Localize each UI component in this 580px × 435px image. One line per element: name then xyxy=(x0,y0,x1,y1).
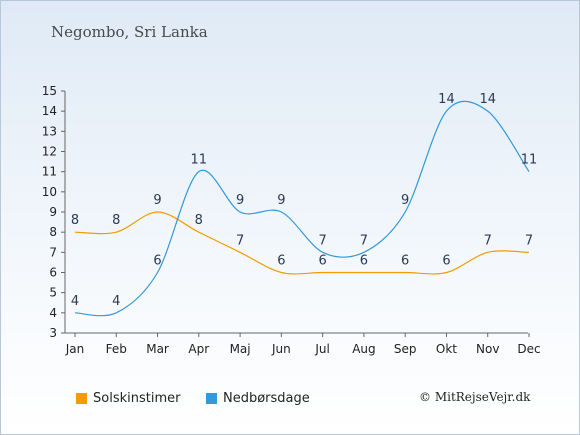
data-label-rain-days: 14 xyxy=(479,92,496,107)
x-tick-label: Maj xyxy=(230,342,251,356)
y-tick-label: 8 xyxy=(49,225,57,239)
x-tick-label: Dec xyxy=(517,342,540,356)
data-label-rain-days: 9 xyxy=(236,193,244,208)
y-tick-label: 10 xyxy=(42,185,57,199)
x-tick-label: Mar xyxy=(146,342,169,356)
y-tick-label: 15 xyxy=(42,84,57,98)
chart-title: Negombo, Sri Lanka xyxy=(51,23,208,41)
copyright-text: © MitRejseVejr.dk xyxy=(419,390,531,404)
x-tick-label: Jun xyxy=(271,342,291,356)
data-label-rain-days: 11 xyxy=(191,153,208,168)
data-label-rain-days: 9 xyxy=(401,193,409,208)
x-tick-label: Aug xyxy=(352,342,375,356)
x-tick-label: Feb xyxy=(106,342,127,356)
data-label-rain-days: 14 xyxy=(438,92,455,107)
legend-label-sunshine: Solskinstimer xyxy=(93,391,181,406)
y-tick-label: 6 xyxy=(49,266,57,280)
data-label-sunshine: 8 xyxy=(71,213,79,228)
legend-label-rain-days: Nedbørsdage xyxy=(223,391,310,406)
data-label-rain-days: 4 xyxy=(112,294,120,309)
data-label-sunshine: 6 xyxy=(401,254,409,269)
data-label-sunshine: 7 xyxy=(236,233,244,248)
data-label-sunshine: 8 xyxy=(112,213,120,228)
data-label-sunshine: 6 xyxy=(277,254,285,269)
data-labels: 8 8 9 8 7 6 6 6 6 6 7 7 4 4 6 11 9 9 7 7 9 14 14 11 xyxy=(71,92,537,309)
data-label-sunshine: 6 xyxy=(360,254,368,269)
data-label-rain-days: 6 xyxy=(153,254,161,269)
x-tick-label: Sep xyxy=(394,342,417,356)
data-label-sunshine: 6 xyxy=(318,254,326,269)
y-tick-label: 4 xyxy=(49,306,57,320)
y-tick-label: 3 xyxy=(49,326,57,340)
y-tick-label: 11 xyxy=(42,165,57,179)
y-tick-label: 9 xyxy=(49,205,57,219)
y-tick-label: 14 xyxy=(42,104,57,118)
data-label-sunshine: 8 xyxy=(195,213,203,228)
data-label-rain-days: 7 xyxy=(360,233,368,248)
series-line-rain-days xyxy=(74,100,530,317)
y-tick-label: 7 xyxy=(49,245,57,259)
data-label-sunshine: 6 xyxy=(442,254,450,269)
data-label-rain-days: 7 xyxy=(318,233,326,248)
y-tick-label: 5 xyxy=(49,286,57,300)
x-tick-label: Jan xyxy=(65,342,85,356)
x-tick-label: Nov xyxy=(476,342,499,356)
data-label-sunshine: 7 xyxy=(525,233,533,248)
x-tick-label: Apr xyxy=(188,342,209,356)
data-label-rain-days: 4 xyxy=(71,294,79,309)
legend-swatch-rain-days xyxy=(206,393,217,404)
x-tick-label: Okt xyxy=(436,342,457,356)
data-label-rain-days: 11 xyxy=(521,153,538,168)
series-line-sunshine xyxy=(74,211,530,275)
y-tick-label: 13 xyxy=(42,124,57,138)
series-lines xyxy=(74,100,530,317)
x-tick-label: Jul xyxy=(314,342,329,356)
data-label-rain-days: 9 xyxy=(277,193,285,208)
legend-item-rain-days: Nedbørsdage xyxy=(206,391,310,406)
data-label-sunshine: 9 xyxy=(153,193,161,208)
legend-swatch-sunshine xyxy=(76,393,87,404)
legend-item-sunshine: Solskinstimer xyxy=(76,391,180,406)
data-label-sunshine: 7 xyxy=(484,233,492,248)
y-tick-label: 12 xyxy=(42,145,57,159)
